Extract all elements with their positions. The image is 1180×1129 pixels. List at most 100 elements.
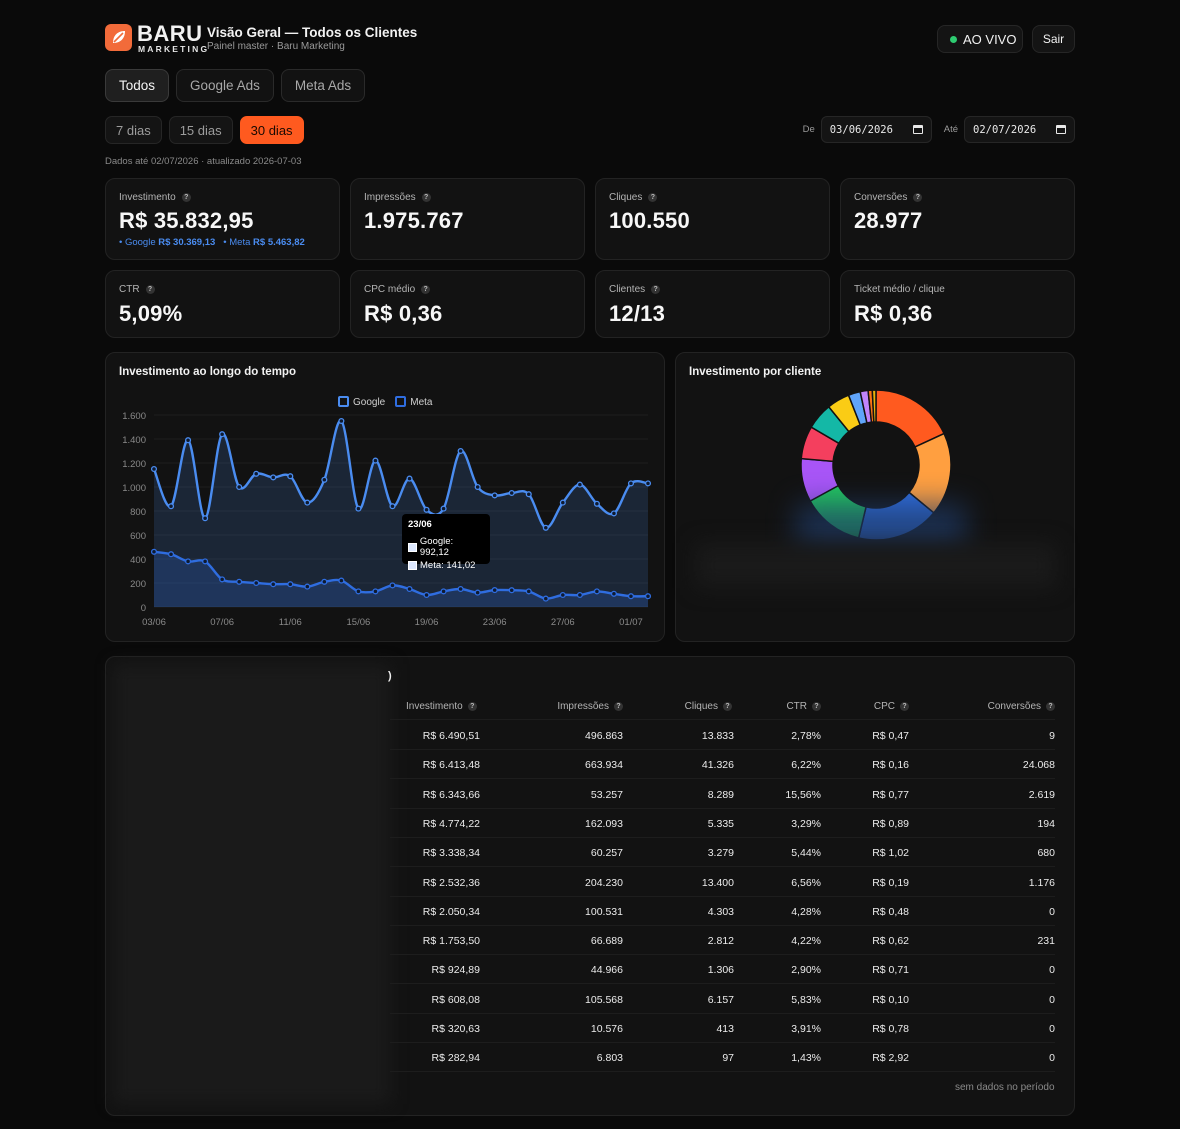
data-point-google: [338, 417, 345, 425]
help-icon[interactable]: ?: [421, 285, 431, 294]
donut-chart[interactable]: [676, 353, 1076, 643]
kpi-label: CTR: [119, 284, 140, 295]
calendar-icon[interactable]: [912, 125, 923, 134]
split-meta-value: R$ 5.463,82: [253, 237, 305, 248]
data-point-google: [236, 483, 243, 491]
table-empty-note: sem dados no período: [955, 1082, 1055, 1093]
table-cell: 162.093: [585, 817, 623, 830]
header: BARU MARKETING Visão Geral — Todos os Cl…: [105, 22, 1075, 56]
data-point-meta: [610, 590, 617, 597]
date-range: De 03/06/2026 Até 02/07/2026: [797, 116, 1075, 143]
data-point-google: [525, 491, 532, 498]
y-tick-label: 800: [130, 507, 146, 518]
table-cell: R$ 6.413,48: [422, 759, 480, 772]
column-header[interactable]: Conversões?: [988, 701, 1055, 712]
table-cell: 9: [1049, 730, 1055, 742]
x-tick-label: 15/06: [347, 617, 371, 628]
column-header[interactable]: Cliques?: [685, 701, 732, 712]
column-header[interactable]: CTR?: [786, 701, 821, 712]
data-point-google: [167, 503, 175, 510]
help-icon[interactable]: ?: [1046, 702, 1055, 711]
platform-tabs: Todos Google Ads Meta Ads: [105, 69, 366, 102]
table-cell: 663.934: [585, 759, 623, 772]
column-header-label: CTR: [786, 701, 807, 712]
table-cell: R$ 0,78: [872, 1023, 909, 1035]
column-header-label: Investimento: [406, 701, 463, 712]
help-icon[interactable]: ?: [723, 702, 732, 711]
table-title-fragment: ): [388, 670, 392, 682]
kpi-value: 28.977: [854, 208, 923, 233]
date-to-input[interactable]: 02/07/2026: [964, 116, 1075, 143]
column-header[interactable]: Impressões?: [557, 701, 623, 712]
table-cell: R$ 2.532,36: [422, 876, 480, 889]
data-point-google: [185, 437, 192, 444]
data-point-meta: [423, 591, 430, 599]
tab-google-ads[interactable]: Google Ads: [176, 69, 274, 102]
data-point-meta: [474, 589, 481, 596]
header-divider: [390, 719, 1055, 720]
y-tick-label: 400: [130, 555, 146, 566]
row-divider: [390, 807, 1055, 809]
help-icon[interactable]: ?: [900, 702, 909, 711]
help-icon[interactable]: ?: [614, 702, 623, 711]
data-point-meta: [440, 588, 447, 595]
period-30-days-button[interactable]: 30 dias: [239, 116, 304, 144]
table-cell: 6,22%: [791, 759, 821, 772]
table-cell: 66.689: [590, 935, 623, 948]
row-divider: [390, 749, 1055, 750]
calendar-icon[interactable]: [1056, 125, 1066, 134]
table-cell: 2,78%: [791, 730, 821, 742]
legend-label-meta: Meta: [410, 397, 433, 408]
tab-meta-ads[interactable]: Meta Ads: [280, 69, 366, 102]
kpi-label: Conversões: [854, 192, 908, 203]
row-divider: [390, 778, 1055, 780]
legend-item-meta[interactable]: Meta: [395, 396, 432, 408]
kpi-label: Cliques: [609, 192, 643, 203]
kpi-ctr-card: CTR? 5,09%: [105, 270, 340, 338]
date-from-input[interactable]: 03/06/2026: [820, 116, 932, 143]
kpi-label: CPC médio: [364, 284, 416, 295]
table-cell: 4.303: [707, 905, 734, 918]
data-point-google: [287, 473, 294, 480]
help-icon[interactable]: ?: [467, 702, 477, 711]
help-icon[interactable]: ?: [648, 193, 658, 202]
x-tick-label: 23/06: [483, 617, 507, 628]
data-point-meta: [150, 548, 158, 555]
logout-button[interactable]: Sair: [1032, 25, 1075, 53]
column-header[interactable]: Investimento?: [406, 701, 477, 712]
data-point-google: [372, 457, 379, 464]
data-point-google: [219, 431, 226, 438]
help-icon[interactable]: ?: [145, 285, 155, 294]
period-15-days-button[interactable]: 15 dias: [168, 116, 233, 144]
y-tick-label: 600: [130, 531, 146, 542]
kpi-value: R$ 0,36: [364, 301, 443, 326]
data-point-google: [270, 474, 277, 481]
data-point-google: [355, 505, 362, 512]
line-chart[interactable]: 0 200 400 600 800 1.000 1.200 1.400 1.600 03/06 07…: [106, 353, 666, 643]
table-cell: 2.619: [1028, 788, 1055, 801]
live-status-button[interactable]: AO VIVO: [937, 25, 1023, 53]
legend-swatch-meta: [395, 396, 407, 407]
donut-slice: [871, 389, 877, 423]
period-7-days-button[interactable]: 7 dias: [105, 116, 162, 144]
data-point-meta: [389, 582, 396, 589]
help-icon[interactable]: ?: [913, 193, 923, 202]
help-icon[interactable]: ?: [181, 193, 191, 202]
chart-legend: Google Meta: [338, 396, 432, 408]
help-icon[interactable]: ?: [812, 702, 821, 711]
kpi-value: R$ 0,36: [854, 301, 933, 326]
tab-todos[interactable]: Todos: [105, 69, 170, 102]
table-cell: 0: [1049, 993, 1055, 1006]
table-cell: 1.176: [1028, 876, 1055, 889]
table-cell: 10.576: [590, 1023, 623, 1035]
legend-item-google[interactable]: Google: [338, 396, 385, 408]
data-point-google: [610, 510, 617, 517]
data-point-google: [423, 506, 430, 513]
kpi-label: Investimento: [119, 192, 176, 203]
logo-icon: [105, 24, 132, 51]
table-cell: 3,29%: [791, 817, 821, 830]
help-icon[interactable]: ?: [421, 193, 431, 202]
table-cell: 496.863: [585, 730, 623, 742]
help-icon[interactable]: ?: [651, 285, 661, 294]
column-header[interactable]: CPC?: [874, 701, 909, 712]
